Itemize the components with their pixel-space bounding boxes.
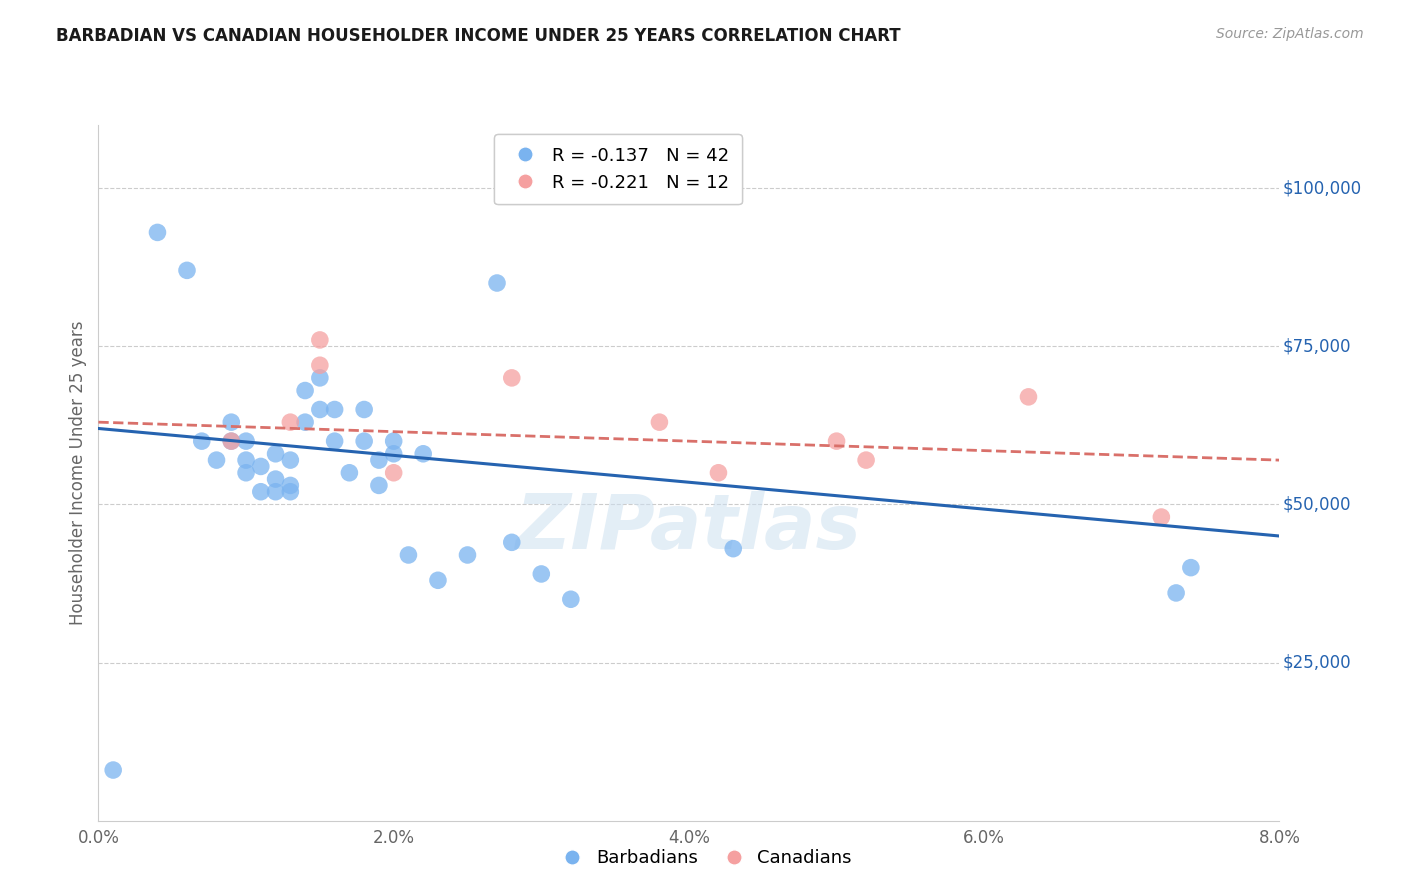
- Point: [264, 472, 287, 486]
- Point: [235, 466, 257, 480]
- Point: [308, 402, 332, 417]
- Point: [235, 434, 257, 449]
- Point: [825, 434, 848, 449]
- Point: [264, 484, 287, 499]
- Point: [250, 459, 273, 474]
- Point: [278, 484, 301, 499]
- Point: [337, 466, 360, 480]
- Point: [264, 447, 287, 461]
- Point: [235, 453, 257, 467]
- Text: $75,000: $75,000: [1282, 337, 1351, 355]
- Point: [382, 447, 405, 461]
- Point: [219, 434, 242, 449]
- Point: [219, 415, 242, 429]
- Text: $100,000: $100,000: [1282, 179, 1361, 197]
- Point: [412, 447, 434, 461]
- Point: [353, 434, 375, 449]
- Point: [278, 478, 301, 492]
- Point: [103, 763, 124, 777]
- Point: [560, 592, 582, 607]
- Point: [426, 574, 449, 588]
- Text: BARBADIAN VS CANADIAN HOUSEHOLDER INCOME UNDER 25 YEARS CORRELATION CHART: BARBADIAN VS CANADIAN HOUSEHOLDER INCOME…: [56, 27, 901, 45]
- Point: [382, 466, 405, 480]
- Point: [278, 453, 301, 467]
- Point: [323, 402, 346, 417]
- Point: [382, 434, 405, 449]
- Text: $25,000: $25,000: [1282, 654, 1351, 672]
- Point: [1180, 560, 1202, 574]
- Point: [176, 263, 198, 277]
- Point: [707, 466, 730, 480]
- Point: [308, 358, 332, 372]
- Point: [146, 226, 169, 240]
- Point: [501, 371, 523, 385]
- Legend: Barbadians, Canadians: Barbadians, Canadians: [547, 842, 859, 874]
- Point: [367, 453, 389, 467]
- Point: [1164, 586, 1187, 600]
- Point: [721, 541, 744, 556]
- Point: [323, 434, 346, 449]
- Point: [294, 384, 316, 398]
- Text: Source: ZipAtlas.com: Source: ZipAtlas.com: [1216, 27, 1364, 41]
- Point: [353, 402, 375, 417]
- Point: [294, 415, 316, 429]
- Point: [648, 415, 671, 429]
- Point: [250, 484, 273, 499]
- Point: [501, 535, 523, 549]
- Point: [278, 415, 301, 429]
- Point: [456, 548, 478, 562]
- Legend: R = -0.137   N = 42, R = -0.221   N = 12: R = -0.137 N = 42, R = -0.221 N = 12: [495, 134, 742, 204]
- Point: [219, 434, 242, 449]
- Text: $50,000: $50,000: [1282, 495, 1351, 514]
- Point: [367, 478, 389, 492]
- Point: [396, 548, 419, 562]
- Point: [530, 566, 553, 581]
- Point: [308, 371, 332, 385]
- Point: [1017, 390, 1039, 404]
- Point: [1150, 510, 1173, 524]
- Point: [485, 276, 508, 290]
- Point: [205, 453, 228, 467]
- Point: [855, 453, 877, 467]
- Point: [191, 434, 214, 449]
- Text: ZIPatlas: ZIPatlas: [516, 491, 862, 566]
- Y-axis label: Householder Income Under 25 years: Householder Income Under 25 years: [69, 320, 87, 625]
- Point: [308, 333, 332, 347]
